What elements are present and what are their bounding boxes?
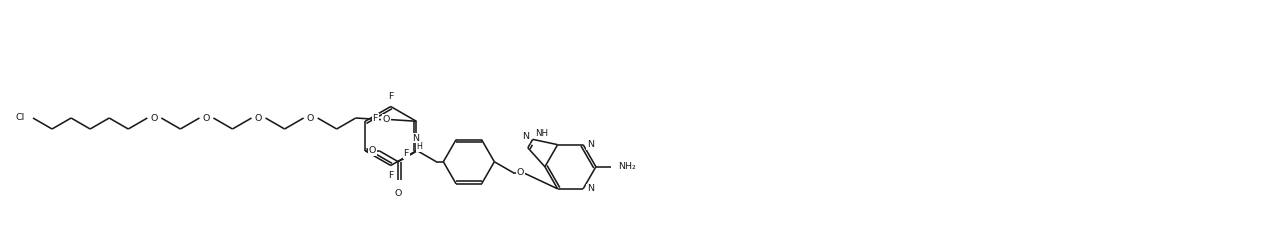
Text: N: N xyxy=(587,184,594,193)
Text: O: O xyxy=(307,114,315,122)
Text: N: N xyxy=(587,140,594,149)
Text: F: F xyxy=(388,171,393,180)
Text: F: F xyxy=(388,92,393,101)
Text: O: O xyxy=(383,115,390,124)
Text: NH: NH xyxy=(535,129,548,138)
Text: O: O xyxy=(203,114,211,122)
Text: Cl: Cl xyxy=(15,114,24,122)
Text: F: F xyxy=(403,149,410,158)
Text: N: N xyxy=(412,134,419,143)
Text: O: O xyxy=(394,189,402,198)
Text: F: F xyxy=(372,114,377,123)
Text: O: O xyxy=(254,114,262,122)
Text: O: O xyxy=(516,168,524,177)
Text: N: N xyxy=(523,132,529,141)
Text: O: O xyxy=(150,114,158,122)
Text: NH₂: NH₂ xyxy=(618,162,636,171)
Text: O: O xyxy=(369,146,376,155)
Text: H: H xyxy=(416,142,422,151)
